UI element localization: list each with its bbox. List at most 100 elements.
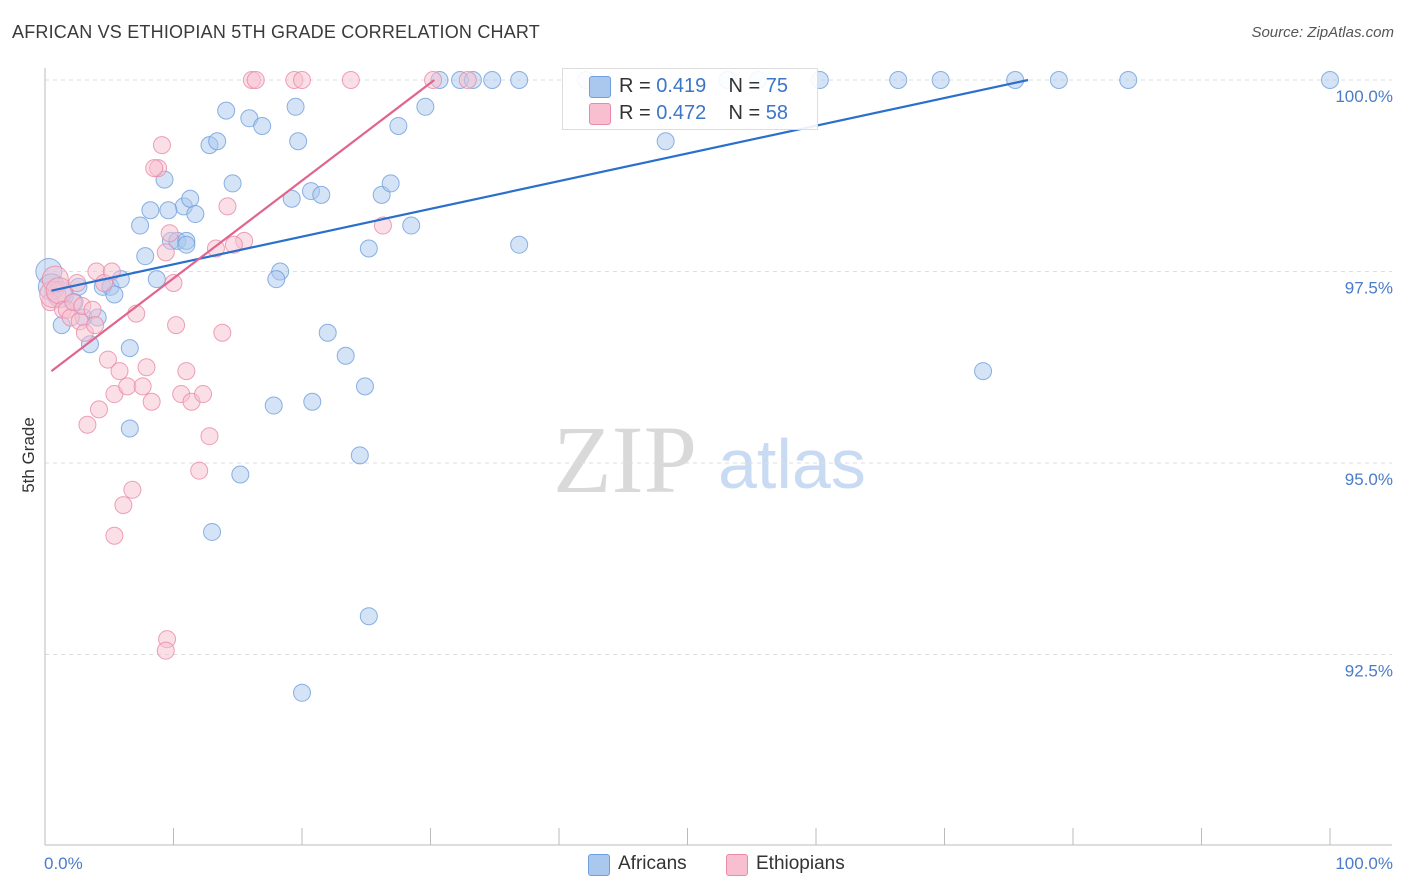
ethiopians-r-value: 0.472	[656, 102, 707, 124]
ethiopians-r-label: R =	[619, 102, 657, 124]
africans-point-49	[416, 97, 435, 116]
chart-title: AFRICAN VS ETHIOPIAN 5TH GRADE CORRELATI…	[12, 22, 541, 42]
africans-point-61	[889, 71, 908, 89]
ethiopians-n-value: 58	[765, 102, 789, 124]
africans-n-value: 75	[765, 75, 789, 97]
africans-point-36	[289, 132, 308, 151]
trendlines	[50, 78, 1029, 372]
legend-africans-stats: R = 0.419 N = 75	[619, 75, 788, 98]
africans-point-24	[181, 189, 200, 208]
africans-point-63	[974, 362, 993, 381]
ethiopians-point-49	[458, 71, 477, 89]
watermark: ZIP atlas	[553, 406, 866, 513]
watermark-atlas: atlas	[718, 425, 866, 503]
y-axis-label: 5th Grade	[19, 417, 38, 493]
ethiopians-n-label: N =	[728, 102, 766, 124]
ethiopians-point-13	[83, 300, 102, 319]
africans-point-39	[318, 323, 337, 342]
africans-point-69	[264, 396, 283, 415]
ethiopians-point-20	[110, 362, 129, 381]
bottom-ethiopians-swatch	[726, 854, 748, 876]
y-tick-label-0: 92.5%	[1345, 662, 1393, 681]
ethiopians-point-44	[246, 71, 265, 89]
africans-point-29	[223, 174, 242, 193]
ethiopians-point-21	[114, 496, 133, 515]
africans-point-71	[231, 465, 250, 484]
africans-point-57	[656, 132, 675, 151]
africans-point-16	[136, 247, 155, 266]
ethiopians-point-41	[218, 197, 237, 216]
bottom-africans-swatch	[588, 854, 610, 876]
africans-point-74	[159, 201, 178, 220]
africans-point-28	[217, 101, 236, 120]
ethiopians-point-47	[341, 71, 360, 89]
ethiopians-point-12	[78, 415, 97, 434]
y-tick-label-1: 95.0%	[1345, 470, 1393, 489]
series-africans	[35, 71, 1339, 702]
africans-point-53	[483, 71, 502, 89]
y-tick-labels: 92.5% 95.0% 97.5% 100.0%	[1335, 87, 1393, 681]
africans-point-66	[1119, 71, 1138, 89]
axes	[44, 68, 1392, 846]
ethiopians-point-40	[213, 323, 232, 342]
africans-point-73	[177, 235, 196, 254]
africans-point-18	[147, 270, 166, 289]
ethiopians-point-53	[164, 273, 183, 292]
ethiopians-point-37	[194, 385, 213, 404]
africans-n-label: N =	[728, 75, 766, 97]
y-tick-label-2: 97.5%	[1345, 279, 1393, 298]
africans-point-43	[359, 239, 378, 258]
ethiopians-point-46	[293, 71, 311, 89]
ethiopians-point-17	[98, 350, 117, 369]
africans-point-42	[355, 377, 374, 396]
bottom-africans-label: Africans	[618, 853, 687, 874]
africans-point-35	[286, 97, 305, 116]
africans-point-41	[350, 446, 369, 465]
ethiopians-swatch	[589, 103, 611, 125]
bottom-legend: Africans Ethiopians	[0, 852, 1406, 878]
africans-point-11	[105, 285, 124, 304]
africans-swatch	[589, 76, 611, 98]
africans-point-31	[253, 116, 272, 135]
africans-point-14	[120, 419, 139, 438]
africans-point-33	[267, 270, 286, 289]
africans-point-55	[510, 235, 529, 254]
ethiopians-point-26	[137, 358, 156, 377]
africans-point-25	[186, 205, 205, 224]
ethiopians-trendline	[50, 79, 436, 372]
africans-point-64	[1006, 71, 1025, 89]
africans-point-62	[931, 71, 950, 89]
ethiopians-point-52	[105, 526, 124, 545]
africans-r-label: R =	[619, 75, 657, 97]
africans-point-65	[1049, 71, 1068, 89]
series-ethiopians	[39, 71, 477, 660]
ethiopians-point-56	[373, 216, 392, 235]
stats-legend: R = 0.419 N = 75 R = 0.472 N = 58	[562, 68, 818, 130]
africans-point-45	[359, 607, 378, 626]
ethiopians-point-39	[206, 239, 225, 258]
gridlines	[45, 79, 1392, 655]
africans-point-40	[336, 346, 355, 365]
x-tick-label-1: 100.0%	[1335, 854, 1393, 873]
source-credit: Source: ZipAtlas.com	[1251, 24, 1394, 41]
y-tick-label-3: 100.0%	[1335, 87, 1393, 106]
ethiopians-point-55	[145, 159, 164, 178]
ethiopians-point-31	[160, 224, 179, 243]
ethiopians-point-32	[167, 316, 186, 335]
africans-point-17	[141, 201, 160, 220]
ethiopians-point-38	[200, 427, 219, 446]
x-tick-label-0: 0.0%	[44, 854, 83, 873]
africans-point-47	[389, 116, 408, 135]
ethiopians-point-54	[224, 235, 243, 254]
bottom-ethiopians-label: Ethiopians	[756, 853, 845, 874]
ethiopians-point-23	[123, 480, 142, 499]
africans-point-68	[293, 683, 311, 702]
ethiopians-point-15	[89, 400, 108, 419]
ethiopians-point-36	[190, 461, 209, 480]
africans-r-value: 0.419	[656, 75, 707, 97]
x-tick-labels: 0.0% 100.0%	[44, 854, 1393, 873]
africans-trendline	[51, 78, 1029, 292]
ethiopians-point-57	[86, 316, 105, 335]
africans-point-54	[510, 71, 529, 89]
